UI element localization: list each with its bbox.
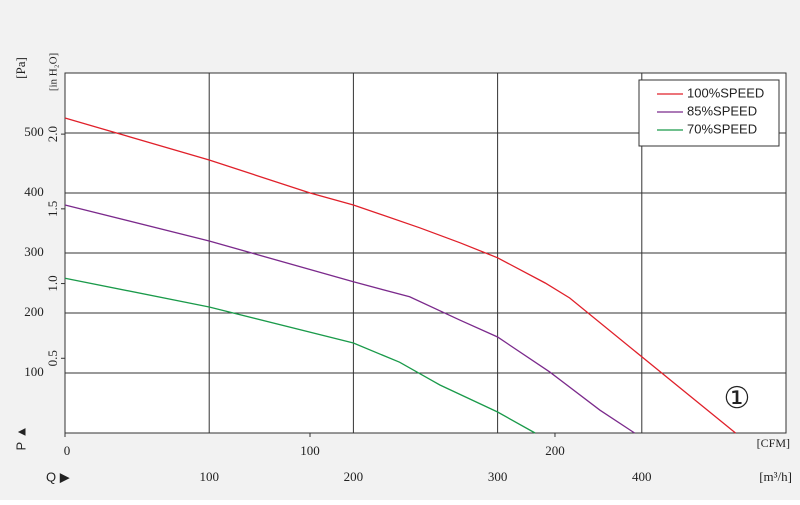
- legend-box: [638, 79, 780, 147]
- x-tick-label: 400: [632, 469, 652, 484]
- x-tick-label: 100: [199, 469, 219, 484]
- x2-tick-label: 100: [300, 443, 320, 458]
- y2-axis-label: [in H₂O]: [48, 53, 60, 91]
- series-line: [64, 277, 536, 434]
- y-tick-label: 500: [24, 124, 44, 139]
- y2-tick-label: 1.0: [45, 275, 60, 291]
- x2-tick-label: 0: [64, 443, 71, 458]
- y-tick-label: 200: [24, 304, 44, 319]
- y-tick-label: 300: [24, 244, 44, 259]
- annotation: ①: [724, 382, 751, 415]
- x-axis-label: [m³/h]: [759, 469, 792, 484]
- x2-tick-label: 200: [545, 443, 565, 458]
- y2-tick-label: 0.5: [45, 350, 60, 366]
- series-line: [64, 204, 635, 434]
- series-line: [64, 117, 736, 434]
- legend-label: 100%SPEED: [687, 85, 764, 100]
- x-axis-marker: Q ▶: [46, 469, 70, 484]
- y2-tick-label: 1.5: [45, 201, 60, 217]
- legend-label: 85%SPEED: [687, 103, 757, 118]
- y-tick-label: 100: [24, 364, 44, 379]
- y-tick-label: 400: [24, 184, 44, 199]
- x-tick-label: 300: [488, 469, 508, 484]
- x2-axis-label: [CFM]: [757, 436, 790, 450]
- legend-label: 70%SPEED: [687, 121, 757, 136]
- y-axis-label: [Pa]: [13, 57, 28, 79]
- y-axis-marker: P ▲: [13, 426, 28, 451]
- y2-tick-label: 2.0: [45, 126, 60, 142]
- x-tick-label: 200: [344, 469, 364, 484]
